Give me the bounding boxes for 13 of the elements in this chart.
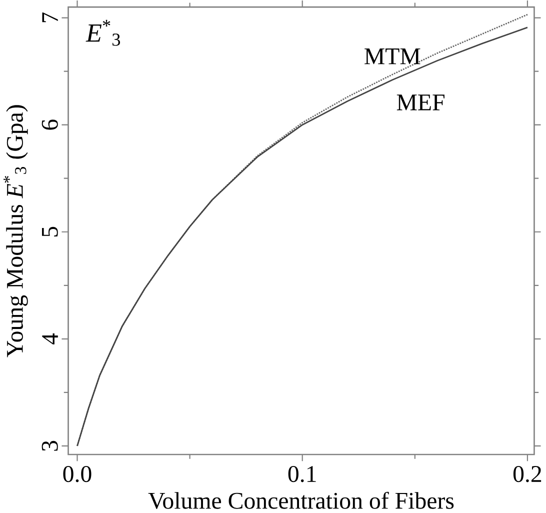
x-tick-label: 0.1 (288, 466, 316, 482)
x-tick-label: 0.2 (513, 466, 542, 482)
x-axis-title: Volume Concentration of Fibers (148, 492, 454, 510)
y-tick-label: 6 (42, 120, 58, 130)
y-axis-title: Young Modulus E$^{*}$$_{3}$ (Gpa) (4, 105, 28, 358)
y-tick-label: 5 (42, 227, 58, 237)
y-tick-label: 3 (42, 441, 58, 451)
series-label: MEF (396, 94, 444, 110)
y-tick-label: 4 (42, 334, 58, 345)
x-tick-label: 0.0 (63, 466, 92, 482)
y-tick-label: 7 (42, 12, 58, 22)
annotation: E$^{*}$3 (86, 20, 120, 46)
series-label: MTM (364, 48, 420, 64)
